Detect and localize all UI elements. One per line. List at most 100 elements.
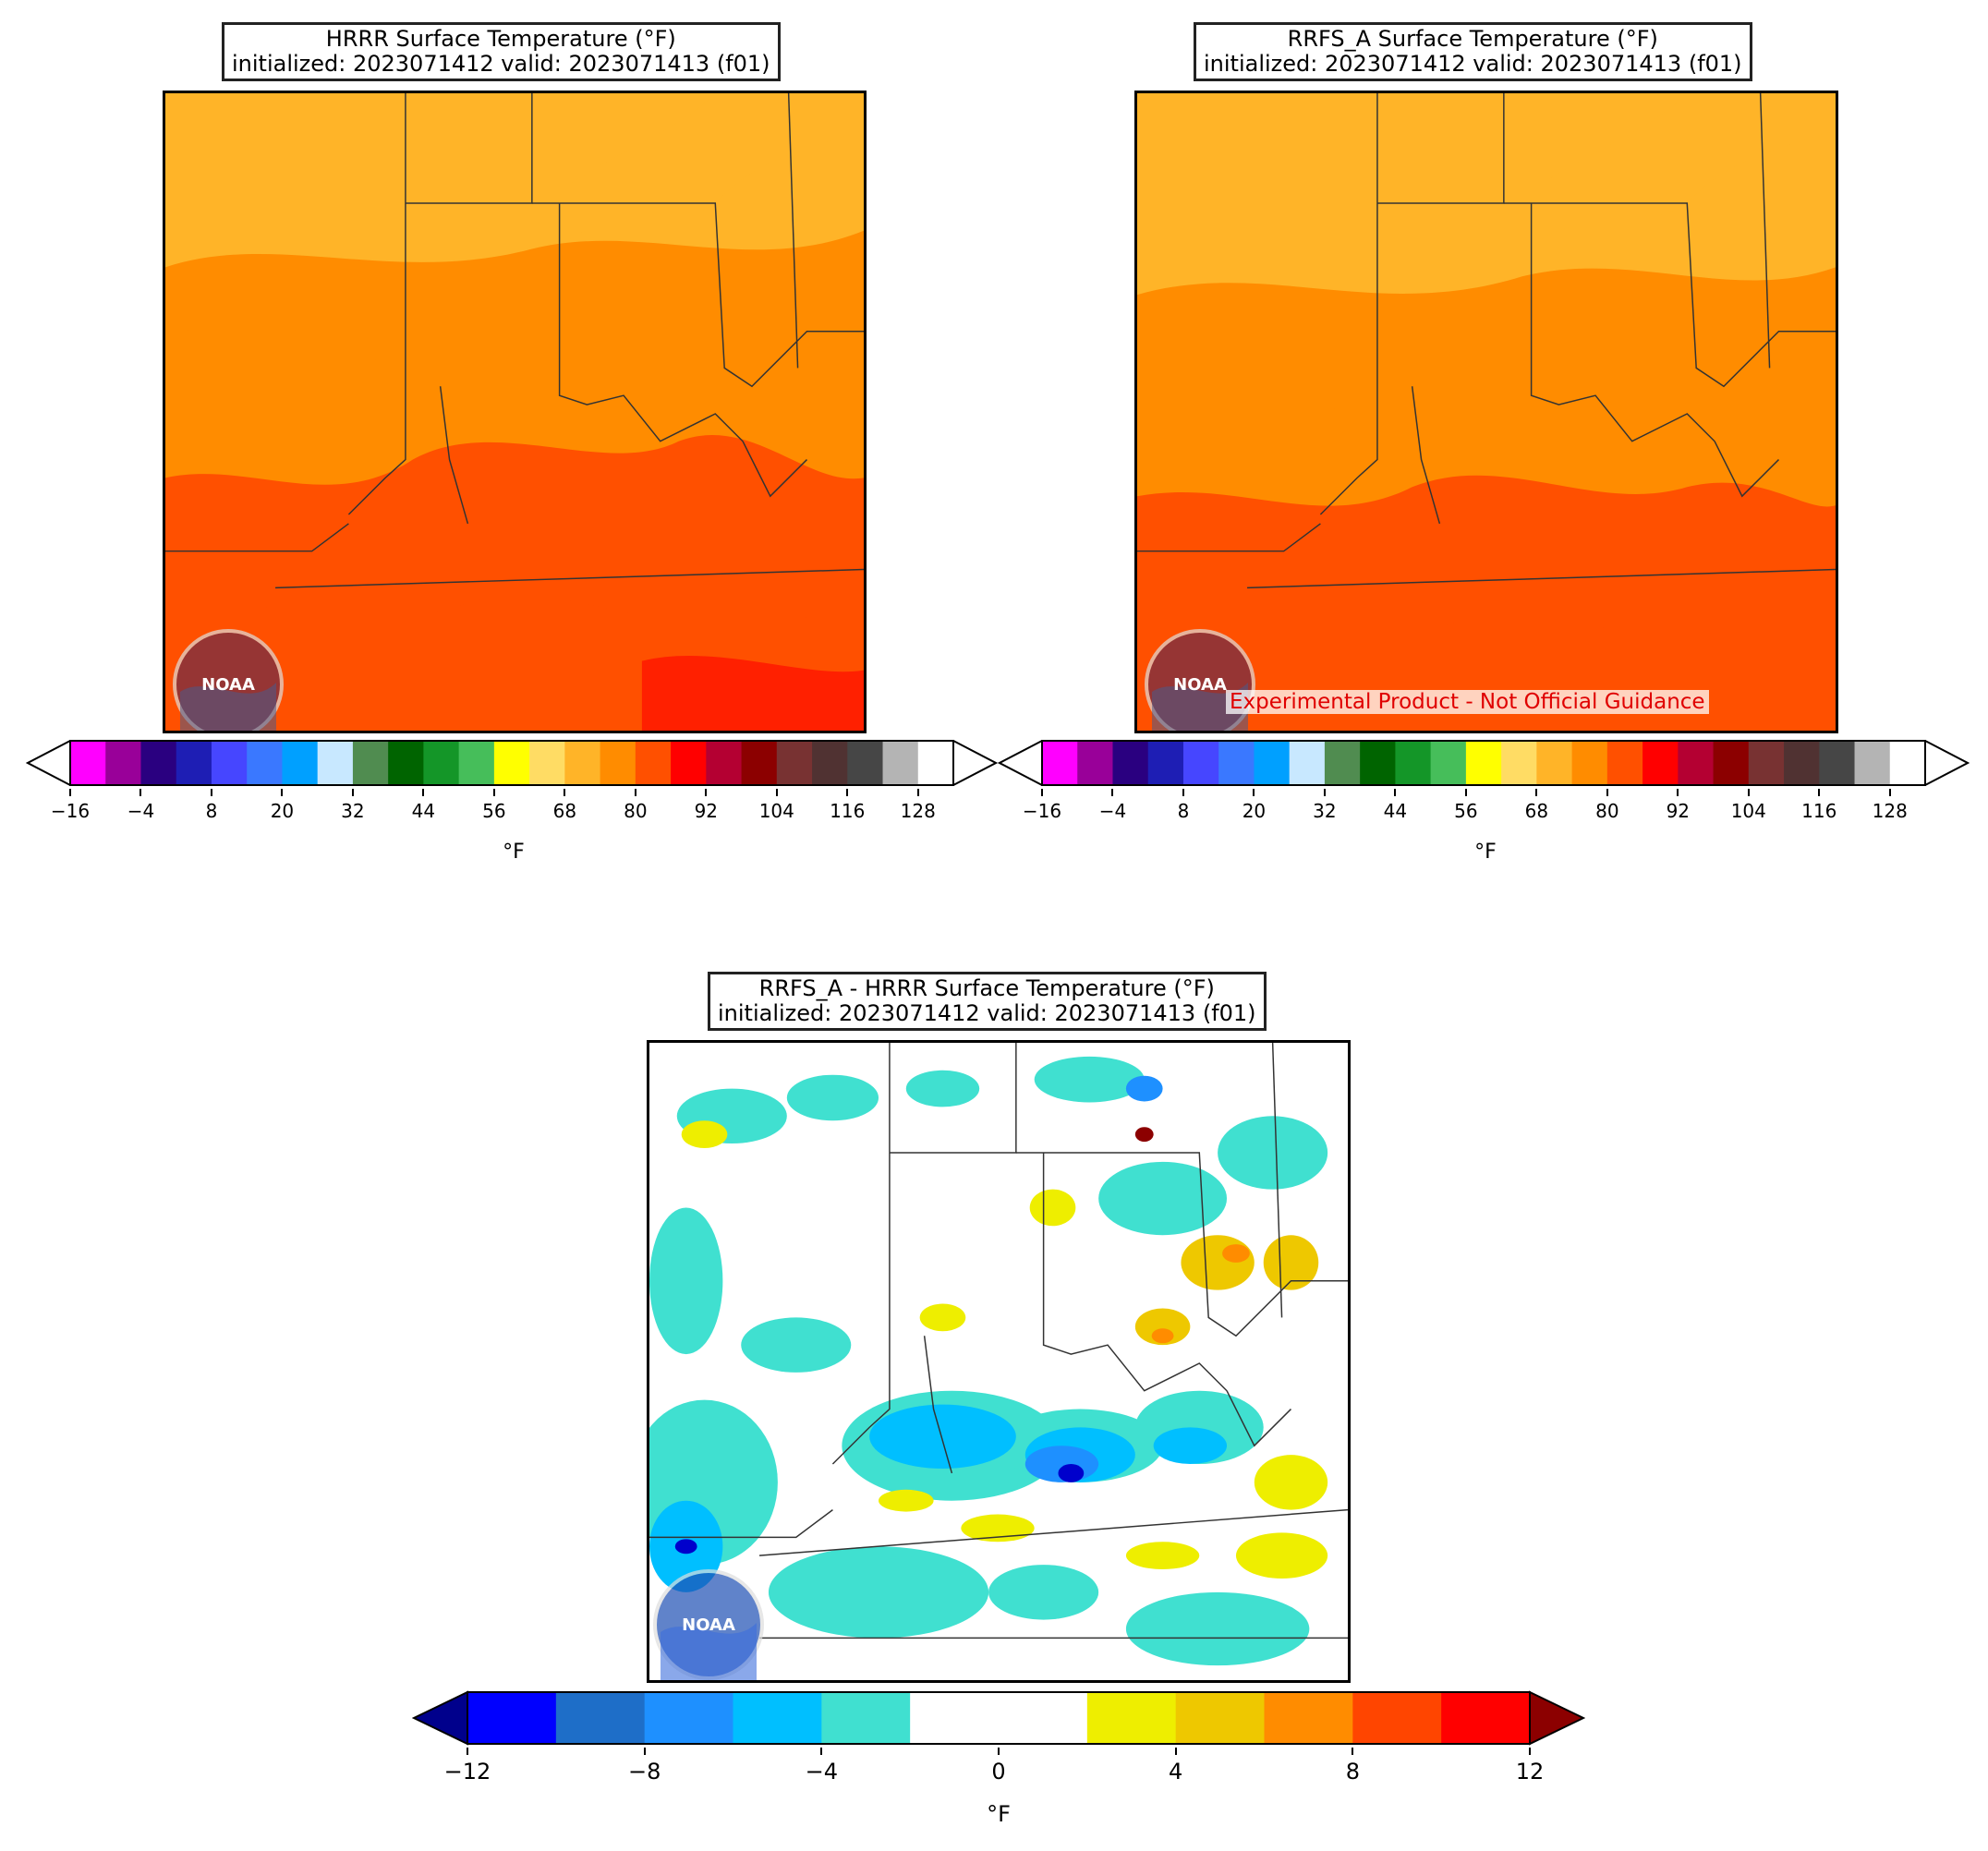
colorbar-tick-label: 92 xyxy=(694,800,719,822)
rrfs-title: RRFS_A Surface Temperature (°F) initiali… xyxy=(1194,22,1752,81)
diff-title: RRFS_A - HRRR Surface Temperature (°F) i… xyxy=(708,972,1267,1031)
colorbar-tick-label: 4 xyxy=(1169,1759,1183,1784)
colorbar-swatch xyxy=(821,1692,911,1744)
colorbar-tick-label: −16 xyxy=(50,800,91,822)
colorbar-tick-label: 0 xyxy=(991,1759,1006,1784)
colorbar-tick-mark xyxy=(1253,789,1255,796)
colorbar-swatch xyxy=(1182,741,1219,785)
experimental-disclaimer: Experimental Product - Not Official Guid… xyxy=(1226,690,1709,714)
colorbar-swatch xyxy=(882,741,919,785)
noaa-logo-text: NOAA xyxy=(1173,675,1227,695)
noaa-logo: NOAA xyxy=(651,1567,766,1680)
diff-colorbar xyxy=(412,1690,1585,1746)
colorbar-swatch xyxy=(247,741,283,785)
colorbar-swatch xyxy=(910,1692,1000,1744)
colorbar-tick-mark xyxy=(1111,789,1114,796)
colorbar-tick-mark xyxy=(69,789,71,796)
colorbar-swatch xyxy=(635,741,672,785)
diff-title-line2: initialized: 2023071412 valid: 202307141… xyxy=(718,1000,1256,1026)
colorbar-swatch xyxy=(741,741,778,785)
colorbar-swatch xyxy=(1352,1692,1442,1744)
colorbar-swatch xyxy=(388,741,424,785)
noaa-logo-text: NOAA xyxy=(682,1615,735,1635)
colorbar-swatch xyxy=(211,741,248,785)
colorbar-tick-label: −4 xyxy=(127,800,155,822)
colorbar-tick-label: 44 xyxy=(1383,800,1408,822)
colorbar-swatch xyxy=(1218,741,1255,785)
colorbar-swatch xyxy=(1606,741,1643,785)
colorbar-tick-label: 44 xyxy=(411,800,436,822)
colorbar-swatch xyxy=(1536,741,1573,785)
colorbar-swatch xyxy=(458,741,495,785)
colorbar-tick-label: 80 xyxy=(624,800,648,822)
diff-colorbar-under-arrow xyxy=(412,1690,468,1746)
hrrr-title: HRRR Surface Temperature (°F) initialize… xyxy=(222,22,781,81)
colorbar-tick-mark xyxy=(1182,789,1184,796)
colorbar-swatch xyxy=(1254,741,1291,785)
colorbar-tick-mark xyxy=(1818,789,1821,796)
colorbar-swatch xyxy=(1147,741,1184,785)
colorbar-tick-label: −4 xyxy=(805,1759,839,1784)
colorbar-swatch xyxy=(1643,741,1679,785)
colorbar-tick-mark xyxy=(467,1748,468,1755)
temp-colorbar-swatches xyxy=(70,741,954,785)
colorbar-tick-label: 56 xyxy=(1454,800,1478,822)
temp-colorbar-unit-right: °F xyxy=(1474,841,1497,864)
hrrr-map: NOAA xyxy=(163,91,867,733)
colorbar-swatch xyxy=(564,741,601,785)
colorbar-tick-label: 104 xyxy=(758,800,794,822)
temp-colorbar-left xyxy=(26,740,998,786)
colorbar-swatch xyxy=(1175,1692,1265,1744)
colorbar-tick-mark xyxy=(1323,789,1326,796)
noaa-logo-text: NOAA xyxy=(201,675,255,695)
colorbar-tick-label: 32 xyxy=(341,800,365,822)
colorbar-swatch xyxy=(1324,741,1361,785)
colorbar-swatch xyxy=(1086,1692,1177,1744)
colorbar-tick-mark xyxy=(705,789,708,796)
colorbar-tick-label: 68 xyxy=(552,800,577,822)
colorbar-tick-label: 8 xyxy=(1177,800,1190,822)
colorbar-tick-mark xyxy=(1535,789,1538,796)
colorbar-swatch xyxy=(1360,741,1396,785)
colorbar-tick-label: 92 xyxy=(1666,800,1691,822)
diff-colorbar-over-arrow xyxy=(1529,1690,1585,1746)
colorbar-swatch xyxy=(493,741,530,785)
diff-colorbar-unit: °F xyxy=(987,1801,1011,1827)
colorbar-tick-label: 116 xyxy=(830,800,866,822)
colorbar-swatch xyxy=(812,741,848,785)
colorbar-tick-mark xyxy=(1529,1748,1531,1755)
colorbar-tick-label: 80 xyxy=(1595,800,1619,822)
colorbar-swatch xyxy=(317,741,354,785)
colorbar-swatch xyxy=(1748,741,1785,785)
colorbar-tick-mark xyxy=(564,789,566,796)
diff-title-line1: RRFS_A - HRRR Surface Temperature (°F) xyxy=(758,975,1215,1001)
colorbar-swatch xyxy=(999,1692,1088,1744)
colorbar-swatch xyxy=(1289,741,1326,785)
colorbar-tick-mark xyxy=(820,1748,823,1755)
colorbar-swatch xyxy=(644,1692,733,1744)
temp-colorbar-right xyxy=(998,740,1970,786)
colorbar-swatch xyxy=(671,741,707,785)
diff-map: NOAA xyxy=(647,1040,1351,1683)
colorbar-swatch xyxy=(600,741,636,785)
colorbar-tick-mark xyxy=(1464,789,1467,796)
colorbar-swatch xyxy=(1889,741,1926,785)
noaa-logo: NOAA xyxy=(171,627,285,731)
colorbar-tick-mark xyxy=(139,789,142,796)
colorbar-tick-mark xyxy=(281,789,284,796)
colorbar-swatch xyxy=(1819,741,1856,785)
colorbar-swatch xyxy=(1077,741,1113,785)
colorbar-tick-mark xyxy=(1174,1748,1177,1755)
colorbar-swatch xyxy=(1784,741,1820,785)
colorbar-tick-mark xyxy=(351,789,354,796)
noaa-logo: NOAA xyxy=(1143,627,1257,731)
diff-colorbar-swatches xyxy=(467,1692,1531,1744)
colorbar-swatch xyxy=(1501,741,1537,785)
temp-colorbar-unit-left: °F xyxy=(503,841,525,864)
colorbar-tick-label: 128 xyxy=(900,800,936,822)
colorbar-swatch xyxy=(1395,741,1432,785)
colorbar-tick-label: −8 xyxy=(627,1759,661,1784)
colorbar-tick-mark xyxy=(1352,1748,1354,1755)
colorbar-tick-label: 20 xyxy=(1242,800,1267,822)
colorbar-swatch xyxy=(70,741,106,785)
